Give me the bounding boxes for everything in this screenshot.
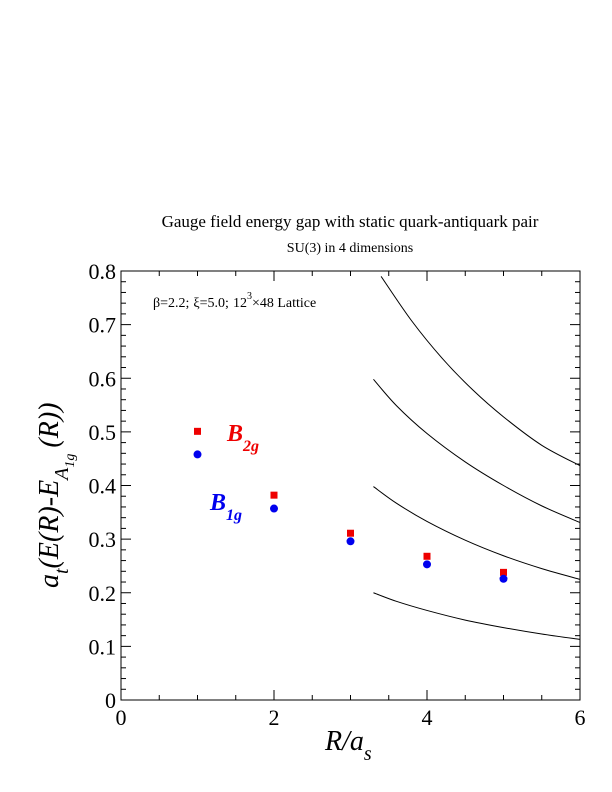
x-tick-label: 2 (269, 705, 280, 730)
y-axis-label-sub: 1g (63, 454, 78, 468)
x-axis-label: R/as (324, 726, 372, 765)
chart-subtitle: SU(3) in 4 dimensions (286, 241, 414, 256)
y-axis-label-mid: (E(R)-E (34, 480, 65, 569)
reference-curve-3 (373, 378, 581, 523)
tick-labels: 0 2 4 6 0 0.1 0.2 0.3 0.4 0.5 0.6 0.7 0.8 (89, 259, 586, 730)
series-label-b2g: B2g (226, 421, 259, 455)
y-axis-label-end: (R)) (34, 403, 65, 448)
y-axis-label-t: t (51, 568, 73, 574)
y-axis-label-a: a (34, 574, 65, 588)
point-b2g (270, 491, 278, 499)
annotation-xi: ξ=5.0; (193, 296, 229, 311)
plot-frame (120, 270, 581, 701)
x-axis-label-sub: s (364, 743, 372, 765)
series-label-b2g-sub: 2g (242, 438, 259, 455)
x-tick-label: 0 (116, 705, 127, 730)
point-b1g (423, 560, 431, 569)
reference-curves (373, 276, 581, 640)
reference-curve-1 (373, 592, 581, 640)
reference-curve-4 (380, 276, 581, 467)
y-tick-label: 0 (105, 688, 116, 713)
reference-curve-2 (373, 486, 581, 580)
y-tick-label: 0.3 (89, 527, 117, 552)
data-points (193, 427, 508, 583)
y-axis-label: at(E(R)-EA1g (R)) (34, 403, 78, 588)
annotation-lattice-prefix: 12 (233, 296, 247, 311)
y-tick-label: 0.8 (89, 259, 117, 284)
y-tick-label: 0.1 (89, 634, 117, 659)
series-label-b1g-main: B (209, 490, 226, 516)
chart-title: Gauge field energy gap with static quark… (161, 212, 539, 231)
point-b1g (193, 450, 202, 459)
y-tick-label: 0.4 (89, 474, 117, 499)
point-b2g (347, 529, 354, 537)
series-label-b2g-main: B (226, 421, 243, 447)
point-b1g (346, 537, 355, 546)
point-b1g (270, 504, 278, 513)
axis-ticks (120, 270, 581, 701)
series-label-b1g: B1g (209, 490, 242, 524)
point-b2g (423, 552, 431, 560)
point-b2g (194, 427, 201, 435)
annotation-lattice-sup: 3 (247, 291, 252, 302)
y-tick-label: 0.7 (89, 313, 117, 338)
point-b2g (500, 568, 507, 576)
point-b1g (499, 574, 508, 583)
x-tick-label: 4 (422, 705, 433, 730)
series-label-b1g-sub: 1g (226, 507, 242, 524)
x-tick-label: 6 (575, 705, 586, 730)
y-axis-label-A: A (51, 467, 73, 482)
x-axis-label-main: R/a (324, 726, 364, 757)
annotation-lattice-suffix: ×48 Lattice (252, 296, 316, 311)
y-tick-label: 0.2 (89, 581, 117, 606)
y-tick-label: 0.5 (89, 420, 117, 445)
y-tick-label: 0.6 (89, 366, 117, 391)
annotation: β=2.2; ξ=5.0; 123×48 Lattice (153, 291, 316, 311)
annotation-beta: β=2.2; (153, 296, 189, 311)
